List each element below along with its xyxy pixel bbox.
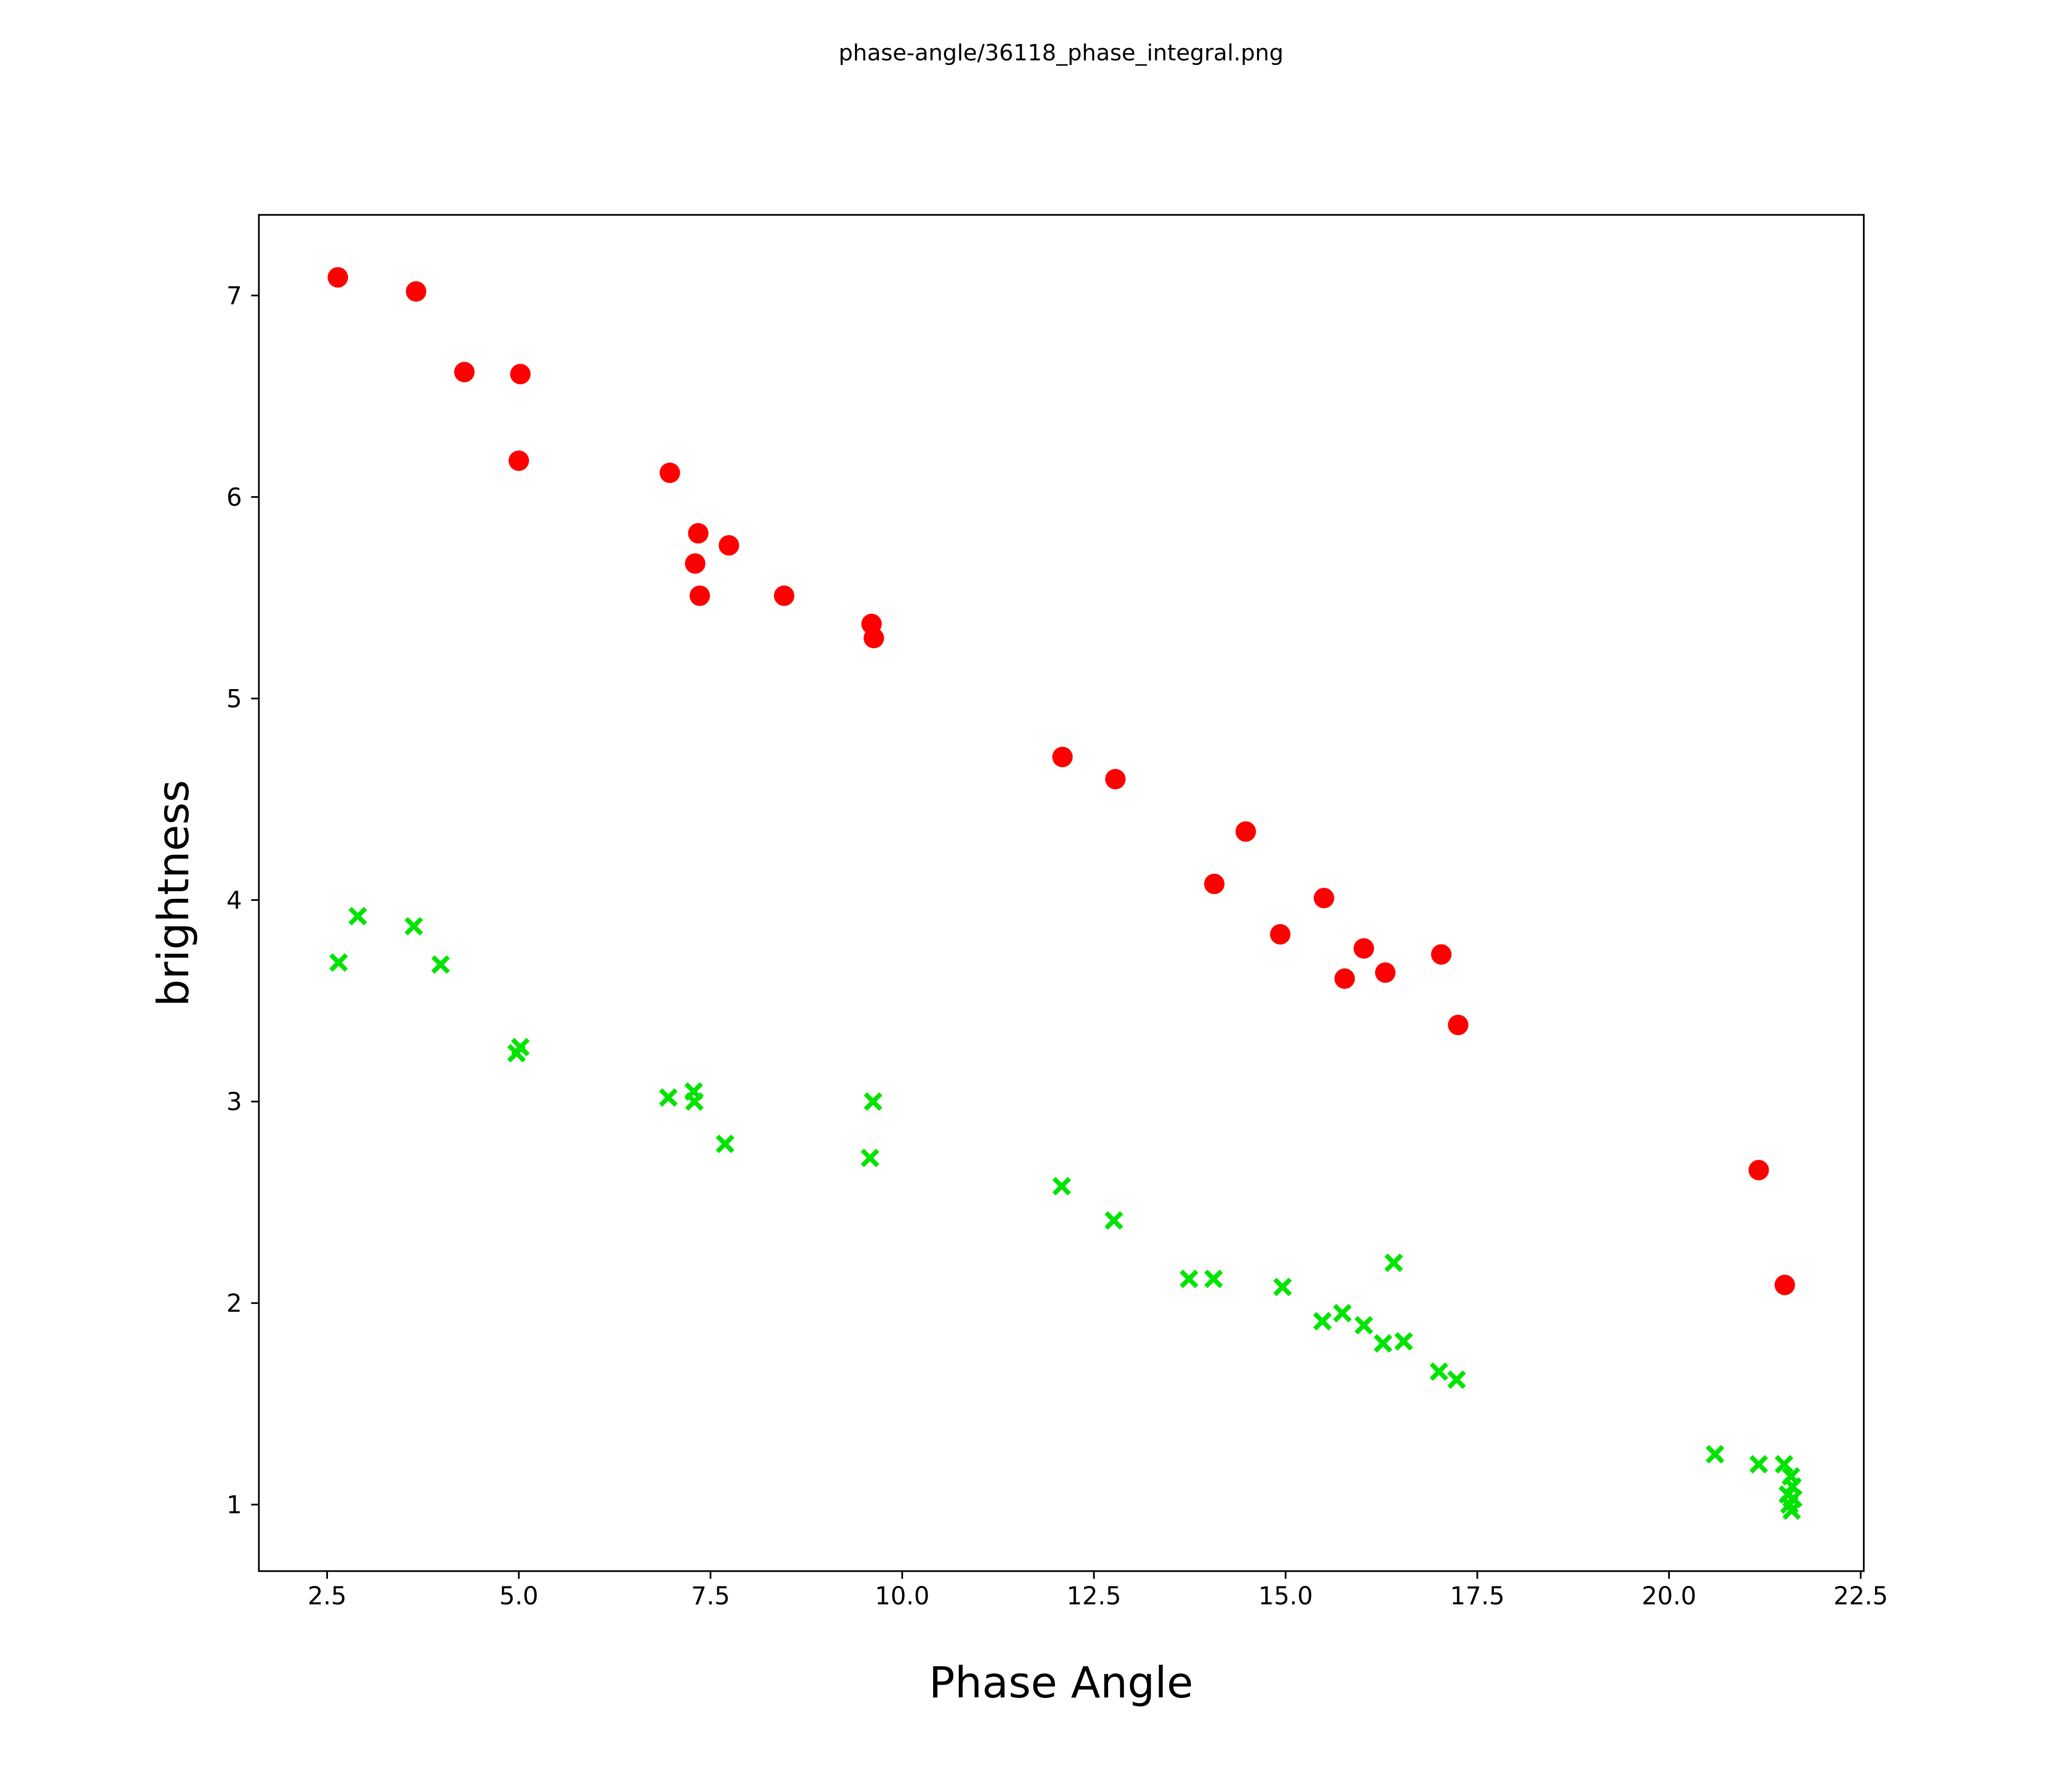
- red-circle-marker: [685, 553, 706, 574]
- green-x-marker: [1429, 1362, 1448, 1381]
- chart-title: phase-angle/36118_phase_integral.png: [839, 40, 1284, 66]
- green-x-marker: [1273, 1277, 1292, 1296]
- y-tick-label: 4: [226, 886, 242, 915]
- red-circle-marker: [509, 450, 530, 471]
- green-x-marker: [1706, 1445, 1725, 1464]
- x-tick-label: 22.5: [1834, 1582, 1888, 1610]
- green-x-marker: [1204, 1269, 1223, 1289]
- green-x-marker: [1394, 1332, 1413, 1351]
- y-tick-label: 5: [226, 685, 242, 713]
- x-axis-ticks: 2.5 5.0 7.5 10.0 12.5 15.0 17.5 20.0 22.5: [307, 1571, 1888, 1610]
- green-x-marker: [404, 917, 423, 936]
- x-tick-label: 5.0: [499, 1582, 538, 1610]
- x-tick-label: 10.0: [875, 1582, 930, 1610]
- green-x-marker: [431, 955, 450, 974]
- green-x-marker: [1384, 1253, 1403, 1272]
- red-circle-marker: [1748, 1160, 1769, 1181]
- red-circle-marker: [454, 362, 475, 383]
- red-circle-marker: [864, 628, 885, 649]
- x-tick-label: 2.5: [307, 1582, 346, 1610]
- green-x-marker: [1782, 1501, 1801, 1520]
- y-tick-label: 2: [226, 1289, 242, 1318]
- red-circle-marker: [659, 462, 680, 483]
- red-circle-marker: [1204, 873, 1225, 894]
- green-x-marker: [864, 1092, 883, 1111]
- green-x-marker: [348, 907, 367, 925]
- red-circle-marker: [688, 523, 709, 544]
- y-axis-ticks: 1 2 3 4 5 6 7: [226, 282, 259, 1519]
- red-circle-marker: [689, 585, 710, 606]
- red-circle-marker: [406, 281, 427, 302]
- red-circle-marker: [718, 535, 739, 556]
- green-x-marker: [1104, 1211, 1123, 1230]
- y-tick-label: 6: [226, 483, 242, 512]
- data-points: [327, 267, 1803, 1520]
- y-axis-label: brightness: [148, 780, 199, 1006]
- green-x-marker: [861, 1149, 879, 1167]
- green-x-marker: [659, 1088, 678, 1107]
- red-circle-marker: [1052, 746, 1073, 767]
- x-tick-label: 7.5: [691, 1582, 730, 1610]
- red-circle-marker: [510, 364, 531, 385]
- green-x-marker: [1052, 1177, 1071, 1196]
- red-circle-marker: [1431, 944, 1452, 965]
- green-x-marker: [507, 1044, 526, 1063]
- x-tick-label: 12.5: [1067, 1582, 1121, 1610]
- green-x-marker: [1313, 1312, 1332, 1331]
- red-circle-marker: [1334, 968, 1355, 989]
- red-circle-marker: [1313, 888, 1334, 909]
- x-tick-label: 17.5: [1450, 1582, 1505, 1610]
- red-circle-marker: [774, 585, 795, 606]
- x-tick-label: 20.0: [1642, 1582, 1696, 1610]
- x-axis-label: Phase Angle: [929, 1658, 1194, 1708]
- red-circle-marker: [327, 267, 348, 288]
- green-x-marker: [1774, 1455, 1794, 1474]
- red-circle-marker: [1375, 962, 1396, 983]
- red-circle-marker: [1353, 938, 1374, 959]
- green-x-marker: [1179, 1269, 1199, 1289]
- red-circle-marker: [1448, 1014, 1469, 1035]
- y-tick-label: 3: [226, 1088, 242, 1116]
- red-circle-marker: [1270, 924, 1291, 945]
- green-x-marker: [1749, 1455, 1768, 1474]
- red-circle-marker: [1774, 1274, 1795, 1295]
- green-x-marker: [1374, 1334, 1393, 1353]
- red-circle-marker: [1105, 768, 1126, 789]
- green-x-marker: [1333, 1304, 1352, 1322]
- plot-area-border: [258, 214, 1865, 1572]
- y-tick-label: 7: [226, 282, 242, 311]
- green-x-marker: [1354, 1316, 1373, 1335]
- x-tick-label: 15.0: [1258, 1582, 1313, 1610]
- red-circle-marker: [1235, 821, 1256, 842]
- green-x-marker: [1447, 1370, 1466, 1389]
- y-tick-label: 1: [226, 1491, 242, 1519]
- green-x-marker: [685, 1092, 704, 1111]
- green-x-marker: [716, 1134, 735, 1154]
- green-x-marker: [329, 953, 348, 972]
